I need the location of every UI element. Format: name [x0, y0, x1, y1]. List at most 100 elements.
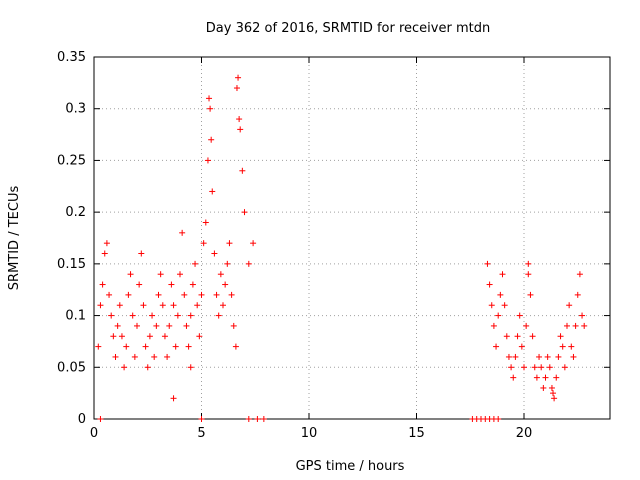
- data-point: [488, 302, 495, 309]
- data-point: [209, 188, 216, 195]
- data-point: [564, 322, 570, 329]
- data-point: [168, 281, 175, 288]
- data-point: [561, 364, 568, 371]
- data-point: [136, 281, 143, 288]
- data-point: [516, 312, 523, 319]
- data-point: [260, 416, 267, 422]
- data-point: [245, 260, 252, 267]
- data-point: [121, 364, 128, 371]
- x-tick-label: 15: [408, 426, 425, 441]
- data-point: [110, 333, 117, 340]
- y-tick-label: 0: [78, 412, 86, 427]
- data-point: [207, 105, 214, 112]
- data-point: [144, 364, 151, 371]
- data-point: [493, 343, 500, 350]
- data-point: [553, 374, 560, 381]
- data-point: [134, 322, 140, 329]
- data-point: [187, 364, 194, 371]
- data-point: [533, 374, 540, 381]
- data-point: [579, 312, 586, 319]
- data-point: [536, 353, 543, 360]
- plot-area: [93, 56, 611, 420]
- data-point: [540, 384, 547, 391]
- data-point: [125, 291, 132, 298]
- data-point: [217, 271, 224, 278]
- data-point: [159, 302, 166, 309]
- data-point: [211, 250, 218, 257]
- data-point: [495, 416, 502, 422]
- data-point: [222, 281, 229, 288]
- data-point: [106, 291, 113, 298]
- data-point: [527, 291, 534, 298]
- data-point: [181, 291, 188, 298]
- data-point: [501, 302, 508, 309]
- data-point: [233, 85, 240, 92]
- data-point: [161, 333, 168, 340]
- data-point: [557, 333, 564, 340]
- data-point: [185, 343, 192, 350]
- data-point: [127, 271, 134, 278]
- data-point: [170, 395, 177, 402]
- data-point: [232, 343, 239, 350]
- data-point: [576, 271, 583, 278]
- data-point: [174, 312, 181, 319]
- data-point: [250, 240, 257, 247]
- data-point: [512, 353, 519, 360]
- data-point: [518, 343, 525, 350]
- data-point: [241, 209, 248, 216]
- data-point: [568, 343, 575, 350]
- y-tick-label: 0.35: [57, 50, 86, 65]
- data-point: [525, 271, 532, 278]
- data-point: [200, 240, 207, 247]
- data-point: [235, 74, 242, 81]
- data-point: [226, 240, 233, 247]
- data-point: [116, 302, 123, 309]
- data-point: [499, 271, 506, 278]
- data-point: [103, 240, 110, 247]
- y-tick-label: 0.2: [65, 205, 86, 220]
- x-tick-label: 0: [90, 426, 98, 441]
- data-point: [198, 416, 205, 422]
- data-point: [202, 219, 209, 226]
- data-point: [215, 312, 222, 319]
- data-point: [538, 364, 545, 371]
- data-point: [97, 302, 104, 309]
- data-point: [525, 260, 532, 267]
- y-tick-labels: 0 0.05 0.1 0.15 0.2 0.25 0.3 0.35: [57, 50, 86, 427]
- data-point: [572, 322, 579, 329]
- data-point: [228, 291, 235, 298]
- data-point: [245, 416, 252, 422]
- data-points: [95, 74, 588, 422]
- data-point: [97, 416, 104, 422]
- data-point: [99, 281, 106, 288]
- data-point: [123, 343, 130, 350]
- data-point: [129, 312, 136, 319]
- chart-title: Day 362 of 2016, SRMTID for receiver mtd…: [206, 21, 490, 36]
- y-tick-label: 0.25: [57, 153, 86, 168]
- data-point: [149, 312, 156, 319]
- data-point: [521, 364, 527, 371]
- data-point: [570, 353, 577, 360]
- data-point: [114, 322, 121, 329]
- data-point: [131, 353, 138, 360]
- data-point: [220, 302, 226, 309]
- x-axis-label: GPS time / hours: [296, 459, 405, 474]
- data-point: [196, 333, 203, 340]
- x-tick-labels: 0 5 10 15 20: [90, 426, 532, 441]
- data-point: [544, 353, 551, 360]
- data-point: [514, 333, 521, 340]
- data-point: [206, 95, 213, 102]
- data-point: [118, 333, 125, 340]
- data-point: [108, 312, 115, 319]
- data-point: [192, 260, 199, 267]
- data-point: [551, 395, 558, 402]
- y-tick-label: 0.3: [65, 102, 86, 117]
- data-point: [230, 322, 237, 329]
- data-point: [510, 374, 517, 381]
- data-point: [112, 353, 119, 360]
- data-point: [170, 302, 177, 309]
- data-point: [548, 384, 555, 391]
- data-point: [177, 271, 183, 278]
- data-point: [179, 229, 186, 236]
- data-point: [237, 126, 244, 133]
